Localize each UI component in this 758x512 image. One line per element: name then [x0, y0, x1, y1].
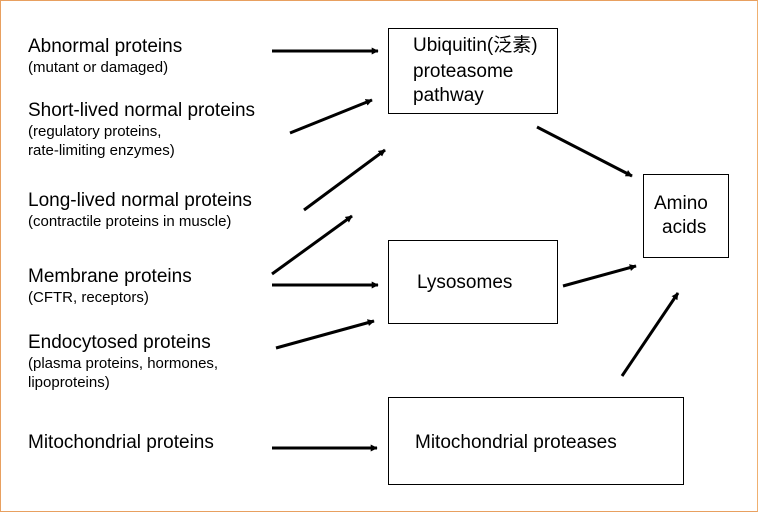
box-label: Amino: [654, 193, 708, 214]
source-title: Abnormal proteins: [28, 36, 183, 57]
mitochondrial-proteases-box: Mitochondrial proteases: [388, 397, 684, 485]
arrow-short-lived-to-ubiquitin: [289, 98, 373, 135]
source-detail: rate-limiting enzymes): [28, 142, 175, 159]
ubiquitin-proteasome-box: Ubiquitin(泛素) proteasome pathway: [388, 28, 558, 114]
arrow-lysosomes-to-amino: [562, 264, 637, 288]
source-title: Mitochondrial proteins: [28, 432, 214, 453]
source-mitochondrial-proteins: Mitochondrial proteins: [28, 432, 214, 454]
source-abnormal-proteins: Abnormal proteins (mutant or damaged): [28, 36, 182, 77]
source-long-lived-proteins: Long-lived normal proteins (contractile …: [28, 190, 252, 231]
box-label: Ubiquitin(泛素): [413, 35, 538, 56]
source-detail: (regulatory proteins,: [28, 123, 162, 140]
source-detail: (CFTR, receptors): [28, 289, 149, 306]
box-label: Mitochondrial proteases: [415, 432, 617, 453]
source-endocytosed-proteins: Endocytosed proteins (plasma proteins, h…: [28, 332, 218, 392]
box-label: proteasome: [413, 61, 514, 82]
source-detail: lipoproteins): [28, 374, 110, 391]
source-title: Long-lived normal proteins: [28, 190, 252, 211]
amino-acids-box: Amino acids: [643, 174, 729, 258]
arrow-long-lived-to-ubiquitin: [303, 148, 386, 212]
lysosomes-box: Lysosomes: [388, 240, 558, 324]
source-title: Short-lived normal proteins: [28, 100, 256, 121]
arrow-proteases-to-amino: [620, 292, 680, 377]
source-short-lived-proteins: Short-lived normal proteins (regulatory …: [28, 100, 255, 160]
source-detail: (contractile proteins in muscle): [28, 213, 232, 230]
source-title: Membrane proteins: [28, 266, 192, 287]
source-membrane-proteins: Membrane proteins (CFTR, receptors): [28, 266, 192, 307]
box-label: Lysosomes: [417, 272, 513, 293]
arrow-membrane-to-upper: [271, 214, 353, 276]
arrow-endocytosed-to-lysosomes: [275, 319, 375, 350]
box-label: pathway: [413, 85, 484, 106]
source-detail: (mutant or damaged): [28, 59, 169, 76]
arrow-ubiquitin-to-amino: [536, 125, 633, 178]
source-detail: (plasma proteins, hormones,: [28, 355, 219, 372]
box-label: acids: [662, 217, 707, 238]
source-title: Endocytosed proteins: [28, 332, 211, 353]
